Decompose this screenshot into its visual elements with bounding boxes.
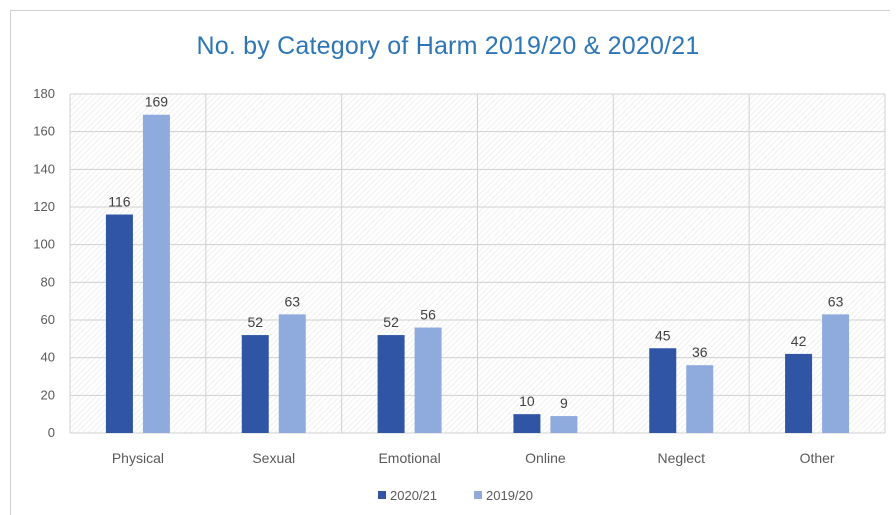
legend-swatch <box>474 491 482 499</box>
bars <box>105 114 850 433</box>
y-axis: 0 20 40 60 80 100 120 140 160 180 <box>33 86 55 440</box>
legend: 2020/21 2019/20 <box>378 488 533 503</box>
x-tick-label: Online <box>525 450 566 466</box>
bar <box>377 335 405 433</box>
x-tick-label: Physical <box>112 450 164 466</box>
y-tick-label: 60 <box>41 312 55 327</box>
y-tick-label: 80 <box>41 274 55 289</box>
data-label: 63 <box>284 293 300 309</box>
bar <box>142 114 170 433</box>
bar <box>785 353 813 433</box>
data-label: 52 <box>247 314 263 330</box>
y-tick-label: 20 <box>41 387 55 402</box>
data-label: 56 <box>420 307 436 323</box>
data-label: 169 <box>145 94 169 110</box>
data-labels: 116 169 52 63 52 56 10 9 45 36 42 63 <box>108 94 843 411</box>
bar <box>686 365 714 433</box>
x-axis: Physical Sexual Emotional Online Neglect Othe… <box>112 450 835 466</box>
x-tick-label: Emotional <box>378 450 440 466</box>
data-label: 42 <box>791 333 807 349</box>
data-label: 116 <box>108 194 131 210</box>
bar <box>649 348 677 433</box>
gridlines <box>69 93 886 434</box>
bar <box>550 416 578 433</box>
chart-title: No. by Category of Harm 2019/20 & 2020/2… <box>196 32 700 60</box>
x-tick-label: Other <box>800 450 835 466</box>
x-tick-label: Neglect <box>658 450 706 466</box>
data-label: 63 <box>828 293 844 309</box>
y-tick-label: 140 <box>33 161 55 176</box>
y-tick-label: 180 <box>33 86 55 101</box>
y-tick-label: 160 <box>33 124 55 139</box>
x-tick-label: Sexual <box>252 450 295 466</box>
y-tick-label: 0 <box>48 425 55 440</box>
bar <box>278 314 306 433</box>
legend-swatch <box>378 491 386 499</box>
data-label: 10 <box>519 393 535 409</box>
y-tick-label: 100 <box>33 237 55 252</box>
bar <box>414 327 442 433</box>
data-label: 9 <box>560 395 568 411</box>
data-label: 36 <box>692 344 708 360</box>
bar <box>513 414 541 433</box>
legend-label: 2019/20 <box>486 488 533 503</box>
bar <box>105 214 133 433</box>
legend-label: 2020/21 <box>390 488 437 503</box>
data-label: 45 <box>655 327 671 343</box>
data-label: 52 <box>383 314 399 330</box>
y-tick-label: 40 <box>41 350 55 365</box>
y-tick-label: 120 <box>33 199 55 214</box>
bar <box>241 335 269 433</box>
bar <box>822 314 850 433</box>
